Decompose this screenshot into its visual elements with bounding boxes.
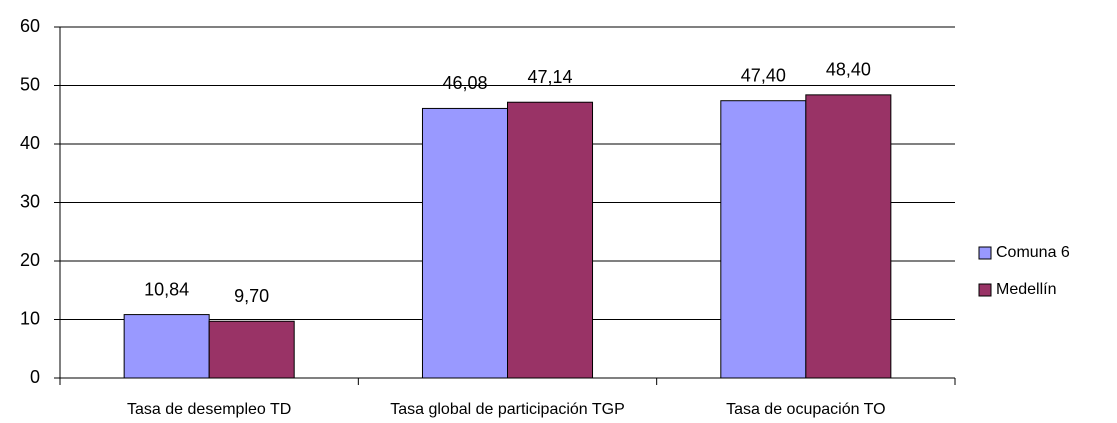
bar [123, 314, 210, 379]
x-tick-label: Tasa global de participación TGP [390, 401, 625, 418]
bar [720, 100, 807, 379]
y-tick-label: 0 [30, 367, 40, 387]
y-tick-label: 20 [20, 250, 40, 270]
x-tick-label: Tasa de ocupación TO [726, 401, 886, 418]
y-tick-label: 50 [20, 74, 40, 94]
legend-label: Medellín [996, 281, 1056, 298]
y-tick-label: 10 [20, 308, 40, 328]
value-label: 47,14 [527, 67, 572, 87]
legend-swatch [978, 283, 992, 297]
value-label: 46,08 [442, 73, 487, 93]
value-label: 48,40 [826, 60, 871, 80]
bar [507, 101, 594, 379]
x-tick-label: Tasa de desempleo TD [127, 401, 291, 418]
value-label: 9,70 [234, 286, 269, 306]
y-tick-label: 40 [20, 133, 40, 153]
y-tick-label: 60 [20, 16, 40, 36]
value-label: 10,84 [144, 279, 189, 299]
y-tick-label: 30 [20, 191, 40, 211]
bar [421, 107, 509, 379]
bar [805, 94, 892, 379]
legend-swatch [978, 246, 992, 260]
bar [208, 320, 295, 379]
value-label: 47,40 [741, 65, 786, 85]
legend-label: Comuna 6 [996, 244, 1070, 261]
